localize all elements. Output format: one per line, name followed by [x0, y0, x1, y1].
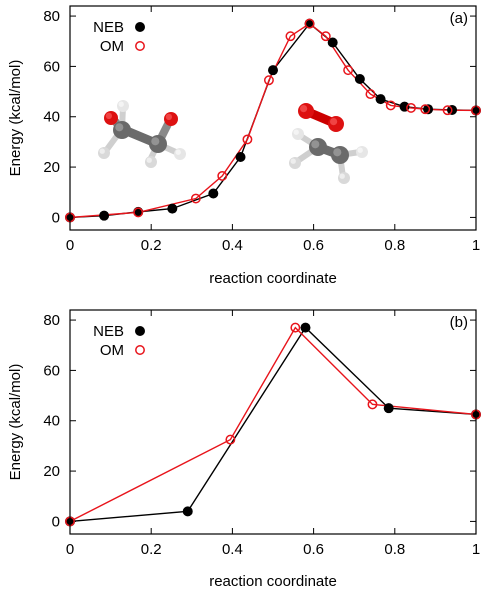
y-axis-label: Energy (kcal/mol) — [7, 60, 24, 177]
x-tick-label: 0.2 — [141, 237, 162, 254]
legend-marker — [135, 345, 145, 355]
data-point-neb — [182, 506, 193, 517]
data-point-neb — [208, 188, 219, 199]
data-point-om — [442, 105, 453, 116]
panel-label: (a) — [450, 10, 468, 27]
y-tick-label: 0 — [52, 209, 60, 226]
series-line-om — [69, 22, 477, 219]
data-point-neb — [383, 403, 394, 414]
hydrogen-atom-highlight — [118, 101, 124, 107]
y-tick-label: 40 — [43, 109, 60, 126]
carbon-atom-highlight — [151, 137, 160, 146]
data-point-om — [225, 434, 236, 445]
y-tick-label: 20 — [43, 463, 60, 480]
data-point-neb — [300, 322, 311, 333]
plot-frame — [69, 5, 477, 231]
panel-label: (b) — [450, 314, 468, 331]
data-point-om — [343, 65, 354, 76]
data-point-om — [217, 170, 228, 181]
legend-marker — [135, 22, 145, 32]
data-point-om — [406, 102, 416, 113]
x-tick-label: 0.8 — [384, 237, 405, 254]
hydrogen-atom-highlight — [357, 147, 363, 153]
legend-label: OM — [100, 38, 124, 55]
carbon-atom-highlight — [311, 140, 320, 149]
carbon-atom-highlight — [333, 148, 342, 157]
x-tick-label: 1 — [472, 541, 480, 558]
x-tick-label: 0.4 — [222, 237, 243, 254]
data-point-neb — [354, 73, 365, 84]
x-tick-label: 0.6 — [303, 237, 324, 254]
x-tick-label: 0.2 — [141, 541, 162, 558]
legend-label: NEB — [93, 323, 124, 340]
data-point-neb — [304, 18, 315, 29]
oxygen-atom-highlight — [165, 113, 173, 121]
data-point-om — [304, 18, 315, 29]
data-point-om — [420, 104, 431, 115]
y-tick-label: 0 — [52, 513, 60, 530]
molecule-reactant — [98, 100, 186, 168]
data-point-om — [190, 193, 201, 204]
data-point-neb — [375, 94, 386, 105]
y-tick-label: 80 — [43, 8, 60, 25]
y-tick-label: 80 — [43, 312, 60, 329]
x-tick-label: 0.4 — [222, 541, 243, 558]
molecule-products — [289, 103, 368, 184]
hydrogen-atom-highlight — [99, 148, 105, 154]
oxygen-atom-highlight — [330, 118, 338, 126]
data-point-neb — [167, 203, 178, 214]
x-tick-label: 0.8 — [384, 541, 405, 558]
data-point-om — [242, 134, 253, 145]
legend-marker — [135, 326, 145, 336]
data-point-om — [263, 75, 274, 86]
data-point-neb — [327, 37, 338, 48]
y-axis-label: Energy (kcal/mol) — [7, 364, 24, 481]
series-line-neb — [69, 326, 477, 523]
data-point-neb — [99, 210, 110, 221]
hydrogen-atom-highlight — [293, 129, 299, 135]
data-point-neb — [268, 65, 278, 76]
legend-label: NEB — [93, 19, 124, 36]
series-line-om — [69, 326, 477, 523]
oxygen-atom-highlight — [105, 112, 113, 120]
y-tick-label: 40 — [43, 413, 60, 430]
data-point-neb — [235, 152, 246, 163]
data-point-om — [290, 322, 301, 333]
data-point-neb — [423, 104, 434, 115]
oxygen-atom-highlight — [300, 105, 308, 113]
y-tick-label: 60 — [43, 362, 60, 379]
hydrogen-atom-highlight — [290, 158, 296, 164]
chart-panel: 0 0.2 0.4 0.6 0.8 1 0 20 40 60 80 reaction coordina… — [7, 309, 481, 590]
legend-marker — [135, 41, 145, 51]
legend-label: OM — [100, 342, 124, 359]
hydrogen-atom-highlight — [339, 173, 345, 179]
x-tick-label: 1 — [472, 237, 480, 254]
data-point-om — [320, 31, 331, 42]
data-point-om — [285, 31, 296, 42]
data-point-om — [367, 399, 378, 410]
chart-panel: 0 0.2 0.4 0.6 0.8 1 0 20 40 60 80 reaction coordina… — [7, 5, 481, 287]
x-tick-label: 0.6 — [303, 541, 324, 558]
y-tick-label: 60 — [43, 58, 60, 75]
hydrogen-atom-highlight — [146, 157, 152, 163]
hydrogen-atom-highlight — [175, 149, 181, 155]
x-axis-label: reaction coordinate — [209, 573, 337, 589]
y-tick-label: 20 — [43, 159, 60, 176]
data-point-om — [385, 100, 396, 111]
series-line-neb — [69, 22, 477, 219]
plot-frame — [69, 309, 477, 535]
x-axis-label: reaction coordinate — [209, 270, 337, 287]
carbon-atom-highlight — [115, 123, 124, 132]
x-tick-label: 0 — [66, 237, 74, 254]
data-point-om — [365, 89, 376, 100]
data-point-om — [133, 207, 144, 218]
x-tick-label: 0 — [66, 541, 74, 558]
